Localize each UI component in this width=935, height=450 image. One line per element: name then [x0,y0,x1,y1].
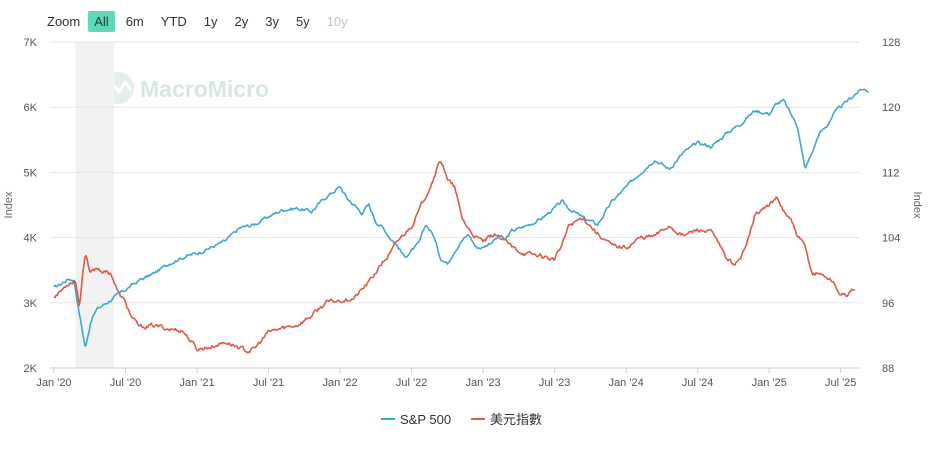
y-left-axis-title: Index [3,191,15,218]
zoom-button-ytd[interactable]: YTD [160,13,187,29]
zoom-button-10y: 10y [326,13,348,29]
series-line-sp500 [53,88,869,347]
zoom-button-3y[interactable]: 3y [265,13,279,29]
y-left-tick-label: 5K [24,167,38,179]
watermark: MacroMicro [102,72,269,104]
x-tick-label: Jan '25 [752,377,787,389]
y-left-tick-label: 7K [24,37,38,49]
legend-label-sp500: S&P 500 [400,412,451,427]
zoom-button-5y[interactable]: 5y [295,13,310,29]
y-left-tick-label: 3K [24,298,38,310]
x-tick-label: Jul '20 [110,377,141,389]
zoom-button-2y[interactable]: 2y [234,13,249,29]
zoom-button-6m[interactable]: 6m [125,13,144,29]
x-tick-label: Jan '24 [609,377,644,389]
x-tick-label: Jan '20 [36,377,71,389]
x-tick-label: Jan '23 [466,377,501,389]
x-tick-label: Jul '22 [396,377,427,389]
shaded-band [75,42,115,368]
y-right-tick-label: 96 [882,298,894,310]
legend-label-dxy: 美元指數 [490,412,542,427]
x-tick-label: Jan '22 [323,377,358,389]
y-right-tick-label: 128 [882,37,900,49]
x-tick-label: Jul '23 [539,377,570,389]
y-right-tick-label: 104 [882,233,900,245]
y-right-tick-label: 112 [882,167,900,179]
x-tick-label: Jan '21 [179,377,214,389]
y-right-tick-label: 88 [882,363,894,375]
zoom-bar: Zoom All 6m YTD 1y 2y 3y 5y 10y [47,10,359,32]
zoom-label: Zoom [47,13,81,29]
x-tick-label: Jul '25 [825,377,856,389]
y-left-tick-label: 4K [24,233,38,245]
y-left-tick-label: 6K [24,102,38,114]
zoom-buttons: All 6m YTD 1y 2y 3y 5y 10y [88,10,358,32]
watermark-text: MacroMicro [140,76,269,102]
series-line-dxy [53,160,856,354]
y-left-tick-label: 2K [24,363,38,375]
zoom-button-all[interactable]: All [88,10,115,32]
y-right-axis-title: Index [911,192,923,219]
y-right-tick-label: 120 [882,102,900,114]
legend: S&P 500 美元指數 [381,412,542,427]
x-tick-label: Jul '21 [253,377,284,389]
x-tick-label: Jul '24 [682,377,713,389]
zoom-button-1y[interactable]: 1y [203,13,218,29]
